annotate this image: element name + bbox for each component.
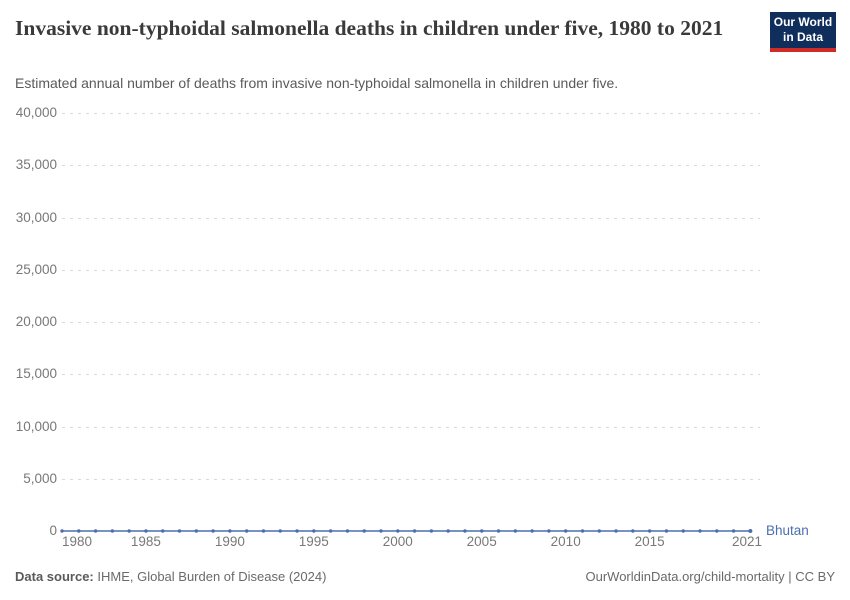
- chart-title: Invasive non-typhoidal salmonella deaths…: [15, 16, 724, 40]
- gridline-25000: [62, 269, 760, 271]
- y-tick-35000: 35,000: [15, 157, 57, 173]
- owid-logo[interactable]: Our World in Data: [770, 12, 836, 52]
- y-tick-5000: 5,000: [23, 470, 57, 486]
- x-tick-2021: 2021: [731, 534, 763, 549]
- gridline-30000: [62, 217, 760, 219]
- credit-link[interactable]: OurWorldinData.org/child-mortality | CC …: [585, 569, 836, 584]
- y-tick-10000: 10,000: [15, 418, 57, 434]
- y-tick-15000: 15,000: [15, 366, 57, 382]
- x-tick-1985: 1985: [130, 534, 161, 549]
- x-tick-1995: 1995: [298, 534, 329, 549]
- gridline-40000: [62, 113, 760, 114]
- data-source-label: Data source:: [15, 569, 94, 584]
- x-tick-2005: 2005: [466, 534, 497, 549]
- y-tick-20000: 20,000: [15, 314, 57, 329]
- gridline-10000: [62, 426, 760, 428]
- x-tick-2010: 2010: [550, 534, 581, 549]
- chart-subtitle: Estimated annual number of deaths from i…: [15, 75, 619, 91]
- x-tick-2000: 2000: [382, 534, 413, 549]
- y-tick-30000: 30,000: [15, 209, 57, 225]
- line-series-bhutan[interactable]: [60, 529, 753, 533]
- x-tick-1980: 1980: [62, 534, 93, 549]
- owid-logo-line1: Our World: [773, 15, 833, 29]
- gridline-35000: [62, 165, 760, 167]
- x-tick-1990: 1990: [214, 534, 245, 549]
- gridline-20000: [62, 322, 760, 323]
- y-tick-40000: 40,000: [15, 105, 57, 120]
- gridline-15000: [62, 374, 760, 376]
- owid-logo-line2: in Data: [782, 30, 823, 44]
- y-tick-0: 0: [49, 523, 57, 538]
- data-source-note[interactable]: Data source: IHME, Global Burden of Dise…: [15, 569, 326, 584]
- data-source-value: IHME, Global Burden of Disease (2024): [93, 569, 327, 584]
- x-tick-2015: 2015: [634, 534, 665, 549]
- gridline-5000: [62, 478, 760, 480]
- y-tick-25000: 25,000: [15, 261, 57, 277]
- series-label-bhutan[interactable]: Bhutan: [766, 523, 809, 538]
